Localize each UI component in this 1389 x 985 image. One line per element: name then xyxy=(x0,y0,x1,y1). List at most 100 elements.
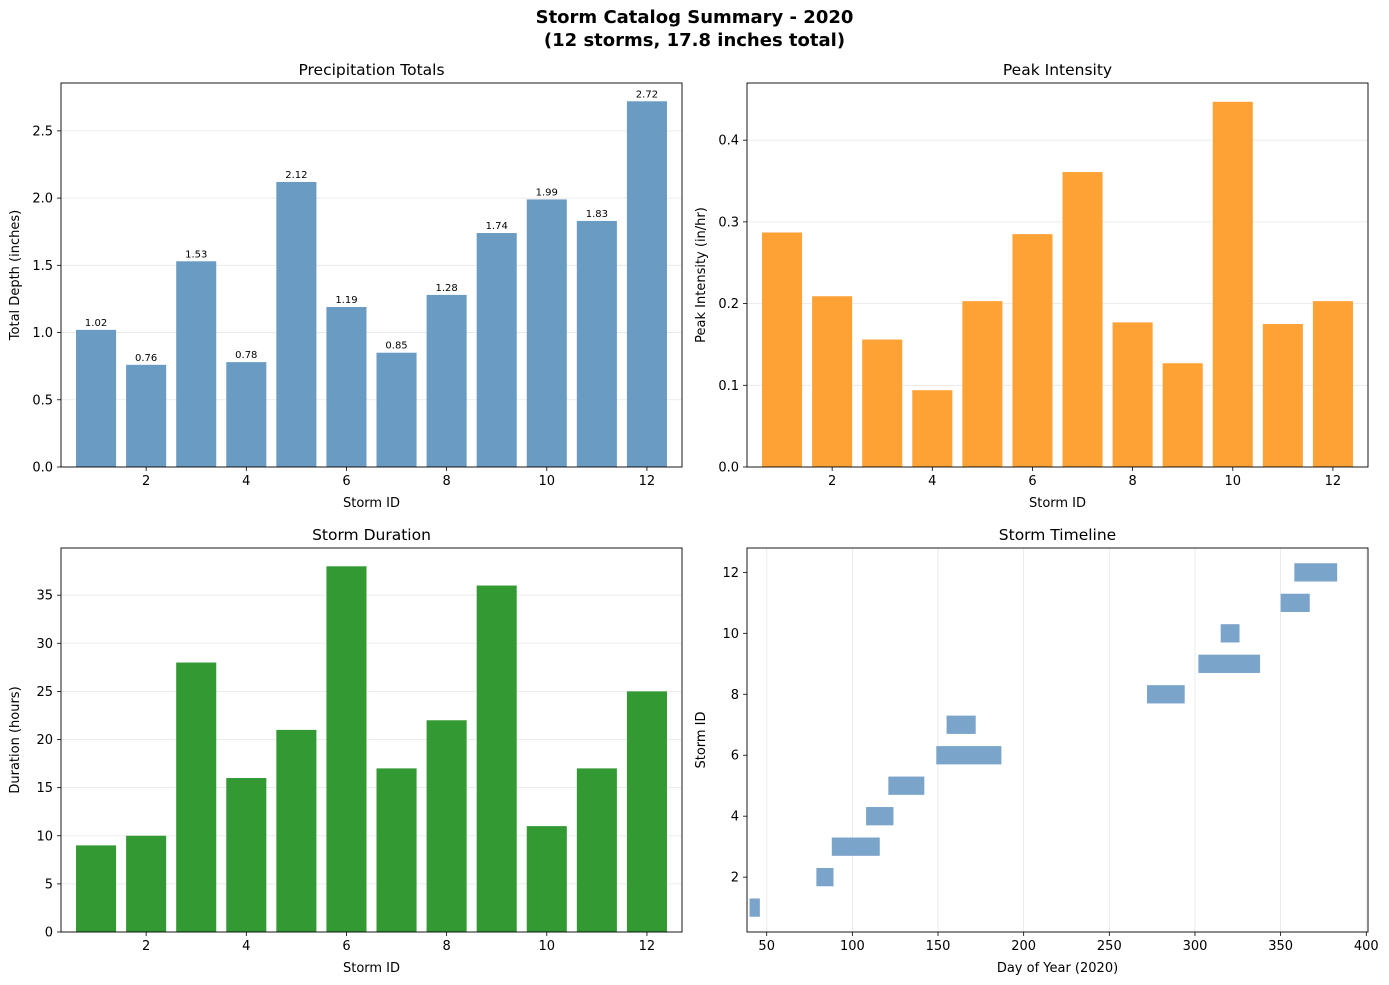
figure-title-line1: Storm Catalog Summary - 2020 xyxy=(535,7,854,28)
timeline-bar-storm-2 xyxy=(816,868,834,887)
y-axis-label: Peak Intensity (in/hr) xyxy=(694,207,709,343)
chart-1: 1.020.761.530.782.121.190.851.281.741.99… xyxy=(8,61,683,511)
bar-storm-10 xyxy=(526,199,567,467)
bar-storm-5 xyxy=(276,181,317,467)
data-label: 1.53 xyxy=(185,249,207,260)
chart-title: Precipitation Totals xyxy=(298,61,444,79)
bar-storm-7 xyxy=(1062,172,1103,468)
x-tick-label: 6 xyxy=(342,939,350,954)
bar-storm-6 xyxy=(326,566,367,932)
bar-storm-10 xyxy=(526,826,567,932)
y-tick-label: 0.0 xyxy=(32,461,53,476)
data-label: 1.99 xyxy=(536,187,558,198)
bar-storm-9 xyxy=(1162,363,1203,467)
x-axis-label: Storm ID xyxy=(343,496,400,511)
y-tick-label: 4 xyxy=(731,810,739,825)
y-tick-label: 6 xyxy=(731,749,739,764)
bar-storm-7 xyxy=(376,768,417,932)
x-tick-label: 50 xyxy=(758,939,775,954)
data-label: 0.76 xyxy=(135,353,157,364)
x-tick-label: 350 xyxy=(1268,939,1293,954)
timeline-bar-storm-6 xyxy=(936,746,1002,765)
chart-2: 2 4 6 8 10 12 0.0 0.1 0.2 0.3 0.4 Peak Intensity Sto… xyxy=(694,61,1369,511)
x-tick-label: 8 xyxy=(1128,474,1136,489)
y-tick-label: 0.4 xyxy=(718,134,739,149)
bar-storm-8 xyxy=(426,720,467,932)
y-tick-label: 20 xyxy=(36,733,53,748)
y-tick-label: 1.5 xyxy=(32,259,53,274)
figure-title-line2: (12 storms, 17.8 inches total) xyxy=(543,30,846,51)
timeline-bar-storm-1 xyxy=(749,898,760,917)
x-tick-label: 4 xyxy=(928,474,936,489)
x-tick-label: 12 xyxy=(1325,474,1342,489)
bar-storm-6 xyxy=(326,307,367,467)
x-tick-label: 4 xyxy=(242,939,250,954)
y-tick-label: 30 xyxy=(36,637,53,652)
timeline-bar-storm-8 xyxy=(1147,685,1185,704)
x-tick-label: 250 xyxy=(1097,939,1122,954)
bar-storm-8 xyxy=(1112,322,1153,467)
chart-4: 50 100 150 200 250 300 350 400 2 4 6 8 10 12 Storm Tim… xyxy=(694,526,1379,976)
chart-title: Peak Intensity xyxy=(1003,61,1112,79)
y-tick-label: 35 xyxy=(36,589,53,604)
y-axis-label: Duration (hours) xyxy=(8,686,23,793)
data-label: 1.83 xyxy=(586,209,608,220)
data-label: 1.19 xyxy=(335,295,357,306)
bar-storm-11 xyxy=(576,768,617,932)
chart-title: Storm Timeline xyxy=(999,526,1116,544)
y-tick-label: 0 xyxy=(45,926,53,941)
timeline-bar-storm-9 xyxy=(1198,654,1261,673)
y-tick-label: 0.3 xyxy=(718,215,739,230)
x-tick-label: 10 xyxy=(539,939,556,954)
x-tick-label: 150 xyxy=(926,939,951,954)
bar-storm-11 xyxy=(576,220,617,467)
axes-frame xyxy=(746,547,1369,933)
x-axis-label: Day of Year (2020) xyxy=(997,961,1118,976)
x-tick-label: 8 xyxy=(442,939,450,954)
bar-storm-12 xyxy=(626,691,667,932)
timeline-bar-storm-5 xyxy=(888,776,925,795)
bar-storm-1 xyxy=(76,329,117,467)
y-tick-label: 0.5 xyxy=(32,393,53,408)
x-tick-label: 12 xyxy=(639,474,656,489)
bar-storm-11 xyxy=(1262,324,1303,467)
x-tick-label: 4 xyxy=(242,474,250,489)
bar-storm-4 xyxy=(912,390,953,467)
timeline-bar-storm-7 xyxy=(946,715,976,734)
y-tick-label: 2.0 xyxy=(32,192,53,207)
y-tick-label: 0.0 xyxy=(718,461,739,476)
axes-frame xyxy=(60,547,683,933)
y-tick-label: 0.1 xyxy=(718,379,739,394)
bar-storm-2 xyxy=(812,296,853,467)
data-label: 2.72 xyxy=(636,89,658,100)
bar-storm-5 xyxy=(276,729,317,932)
data-label: 1.28 xyxy=(435,283,457,294)
y-tick-label: 10 xyxy=(722,627,739,642)
x-tick-label: 100 xyxy=(840,939,865,954)
x-tick-label: 300 xyxy=(1183,939,1208,954)
y-tick-label: 10 xyxy=(36,829,53,844)
x-tick-label: 12 xyxy=(639,939,656,954)
bar-storm-2 xyxy=(126,364,167,467)
y-axis-label: Storm ID xyxy=(694,711,709,768)
y-tick-label: 0.2 xyxy=(718,297,739,312)
bar-storm-9 xyxy=(476,585,517,932)
y-axis-label: Total Depth (inches) xyxy=(8,210,23,341)
axes-frame xyxy=(746,82,1369,468)
bar-storm-3 xyxy=(862,339,903,467)
x-axis-label: Storm ID xyxy=(1029,496,1086,511)
x-tick-label: 6 xyxy=(342,474,350,489)
bar-storm-2 xyxy=(126,835,167,932)
timeline-bar-storm-10 xyxy=(1220,624,1240,643)
bar-storm-5 xyxy=(962,301,1003,467)
y-tick-label: 5 xyxy=(45,877,53,892)
x-tick-label: 2 xyxy=(828,474,836,489)
y-tick-label: 15 xyxy=(36,781,53,796)
bar-storm-6 xyxy=(1012,234,1053,467)
data-label: 1.02 xyxy=(85,318,107,329)
x-tick-label: 10 xyxy=(539,474,556,489)
y-tick-label: 25 xyxy=(36,685,53,700)
bar-storm-4 xyxy=(226,778,267,932)
bar-storm-7 xyxy=(376,352,417,467)
